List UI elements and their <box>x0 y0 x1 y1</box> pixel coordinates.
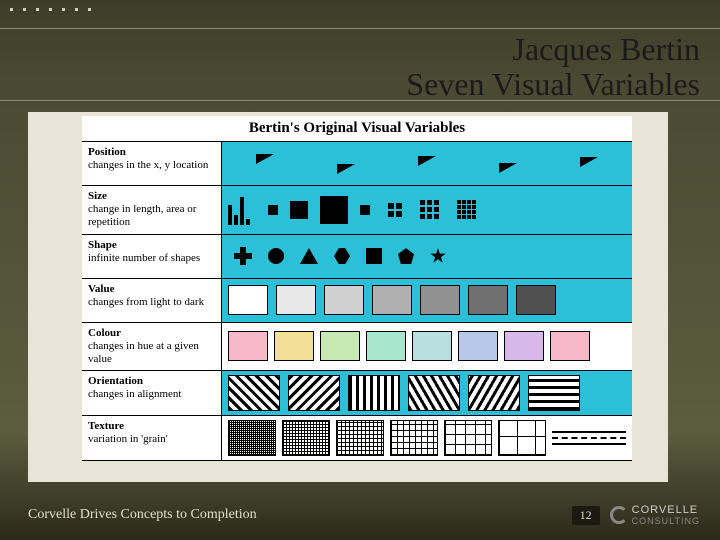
value-swatch <box>372 285 412 315</box>
title-line1: Jacques Bertin <box>406 32 700 67</box>
brand-line2: CONSULTING <box>632 516 700 526</box>
texture-swatch <box>498 420 546 456</box>
rule-top <box>0 28 720 29</box>
value-swatch <box>420 285 460 315</box>
brand-logo: CORVELLE CONSULTING <box>610 504 700 526</box>
hexagon-icon <box>334 248 350 264</box>
colour-swatch <box>228 331 268 361</box>
row-texture: Texture variation in 'grain' <box>82 415 632 461</box>
brand-line1: CORVELLE <box>632 504 700 516</box>
decorative-dots <box>10 8 91 11</box>
square-icon <box>290 201 308 219</box>
flag-icon <box>580 157 598 167</box>
texture-swatch <box>282 420 330 456</box>
hatch-swatch <box>468 375 520 411</box>
square-icon <box>320 196 348 224</box>
grid-2x2-icon <box>388 203 402 217</box>
hatch-swatch <box>528 375 580 411</box>
square-icon <box>268 205 278 215</box>
bar-icon <box>246 219 250 225</box>
square-icon <box>366 248 382 264</box>
rule-under-title <box>0 100 720 101</box>
bar-icon <box>240 197 244 225</box>
colour-swatch <box>274 331 314 361</box>
colour-swatch <box>550 331 590 361</box>
footer-right: 12 CORVELLE CONSULTING <box>572 504 700 526</box>
circle-icon <box>268 248 284 264</box>
flag-icon <box>418 156 436 166</box>
texture-lines <box>552 431 626 445</box>
texture-swatch <box>444 420 492 456</box>
slide-title: Jacques Bertin Seven Visual Variables <box>406 32 700 102</box>
grid-3x3-icon <box>420 200 439 219</box>
row-body-position <box>222 142 632 185</box>
logo-c-icon <box>610 506 628 524</box>
row-orientation: Orientation changes in alignment <box>82 370 632 415</box>
row-shape: Shape infinite number of shapes <box>82 234 632 278</box>
pentagon-icon <box>398 248 414 264</box>
footer: Corvelle Drives Concepts to Completion 1… <box>28 504 700 526</box>
flag-icon <box>499 163 517 173</box>
hatch-swatch <box>348 375 400 411</box>
row-position: Position changes in the x, y location <box>82 141 632 185</box>
colour-swatch <box>320 331 360 361</box>
colour-swatch <box>412 331 452 361</box>
bar-icon <box>228 205 232 225</box>
row-body-shape <box>222 235 632 278</box>
bar-icon <box>234 215 238 225</box>
row-body-texture <box>222 416 632 460</box>
row-colour: Colour changes in hue at a given value <box>82 322 632 371</box>
flag-icon <box>337 164 355 174</box>
hatch-swatch <box>228 375 280 411</box>
chart-heading: Bertin's Original Visual Variables <box>82 116 632 141</box>
row-body-size <box>222 186 632 234</box>
row-label: Size change in length, area or repetitio… <box>82 186 222 234</box>
value-swatch <box>276 285 316 315</box>
grid-4x4-icon <box>457 200 476 219</box>
square-icon <box>360 205 370 215</box>
texture-swatch <box>390 420 438 456</box>
row-label: Colour changes in hue at a given value <box>82 323 222 371</box>
hatch-swatch <box>288 375 340 411</box>
value-swatch <box>468 285 508 315</box>
row-size: Size change in length, area or repetitio… <box>82 185 632 234</box>
size-squares <box>268 196 370 224</box>
value-swatch <box>516 285 556 315</box>
colour-swatch <box>366 331 406 361</box>
star-icon <box>430 248 446 264</box>
plus-icon <box>234 247 252 265</box>
footer-tagline: Corvelle Drives Concepts to Completion <box>28 507 257 523</box>
row-body-value <box>222 279 632 322</box>
triangle-icon <box>300 248 318 264</box>
row-label: Texture variation in 'grain' <box>82 416 222 460</box>
row-label: Value changes from light to dark <box>82 279 222 322</box>
flag-icon <box>256 154 274 164</box>
colour-swatch <box>458 331 498 361</box>
value-swatch <box>324 285 364 315</box>
chart: Bertin's Original Visual Variables Posit… <box>82 116 632 461</box>
row-label: Position changes in the x, y location <box>82 142 222 185</box>
value-swatch <box>228 285 268 315</box>
row-body-colour <box>222 323 632 371</box>
page-number: 12 <box>572 506 600 525</box>
row-body-orientation <box>222 371 632 415</box>
texture-swatch <box>336 420 384 456</box>
colour-swatch <box>504 331 544 361</box>
title-line2: Seven Visual Variables <box>406 67 700 102</box>
chart-panel: Bertin's Original Visual Variables Posit… <box>28 112 668 482</box>
row-label: Orientation changes in alignment <box>82 371 222 415</box>
size-bars <box>228 195 250 225</box>
row-value: Value changes from light to dark <box>82 278 632 322</box>
texture-swatch <box>228 420 276 456</box>
hatch-swatch <box>408 375 460 411</box>
row-label: Shape infinite number of shapes <box>82 235 222 278</box>
